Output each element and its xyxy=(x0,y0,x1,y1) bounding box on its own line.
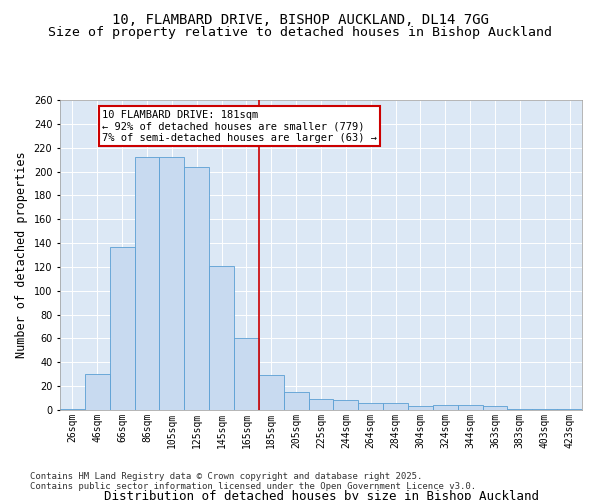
Y-axis label: Number of detached properties: Number of detached properties xyxy=(15,152,28,358)
Bar xyxy=(408,406,433,410)
Bar xyxy=(433,405,458,410)
Bar xyxy=(482,406,508,410)
Bar xyxy=(358,403,383,410)
Bar xyxy=(209,266,234,410)
Bar xyxy=(110,246,134,410)
Bar xyxy=(308,400,334,410)
Text: Size of property relative to detached houses in Bishop Auckland: Size of property relative to detached ho… xyxy=(48,26,552,39)
Bar xyxy=(532,409,557,410)
Text: 10 FLAMBARD DRIVE: 181sqm
← 92% of detached houses are smaller (779)
7% of semi-: 10 FLAMBARD DRIVE: 181sqm ← 92% of detac… xyxy=(102,110,377,142)
Bar xyxy=(557,409,582,410)
X-axis label: Distribution of detached houses by size in Bishop Auckland: Distribution of detached houses by size … xyxy=(104,490,539,500)
Text: 10, FLAMBARD DRIVE, BISHOP AUCKLAND, DL14 7GG: 10, FLAMBARD DRIVE, BISHOP AUCKLAND, DL1… xyxy=(112,12,488,26)
Bar xyxy=(284,392,308,410)
Bar xyxy=(508,409,532,410)
Text: Contains public sector information licensed under the Open Government Licence v3: Contains public sector information licen… xyxy=(30,482,476,491)
Bar xyxy=(458,405,482,410)
Bar xyxy=(134,157,160,410)
Bar xyxy=(184,167,209,410)
Bar xyxy=(334,400,358,410)
Bar xyxy=(160,157,184,410)
Text: Contains HM Land Registry data © Crown copyright and database right 2025.: Contains HM Land Registry data © Crown c… xyxy=(30,472,422,481)
Bar xyxy=(60,409,85,410)
Bar xyxy=(259,376,284,410)
Bar xyxy=(383,403,408,410)
Bar xyxy=(234,338,259,410)
Bar xyxy=(85,374,110,410)
